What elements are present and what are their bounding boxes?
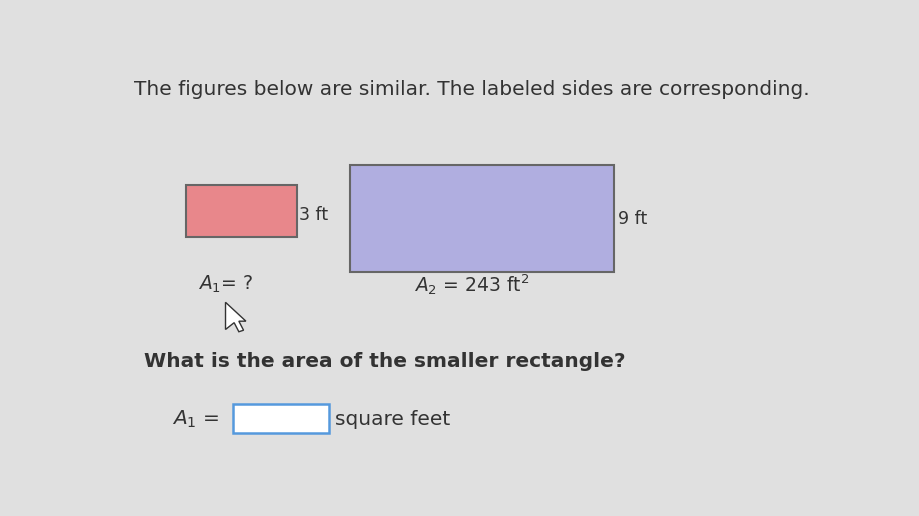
Bar (350, 165, 614, 272)
Text: What is the area of the smaller rectangle?: What is the area of the smaller rectangl… (143, 352, 624, 372)
Bar (186, 185, 297, 237)
Text: $A_2$ = 243 ft$^2$: $A_2$ = 243 ft$^2$ (414, 272, 528, 297)
Text: $A_1$ =: $A_1$ = (172, 409, 220, 430)
Text: 9 ft: 9 ft (617, 210, 646, 228)
Text: $A_1$= ?: $A_1$= ? (198, 274, 253, 295)
Polygon shape (225, 302, 245, 332)
Text: 3 ft: 3 ft (299, 206, 328, 224)
Bar (233, 404, 329, 433)
Text: square feet: square feet (335, 410, 449, 429)
Text: The figures below are similar. The labeled sides are corresponding.: The figures below are similar. The label… (133, 80, 809, 99)
